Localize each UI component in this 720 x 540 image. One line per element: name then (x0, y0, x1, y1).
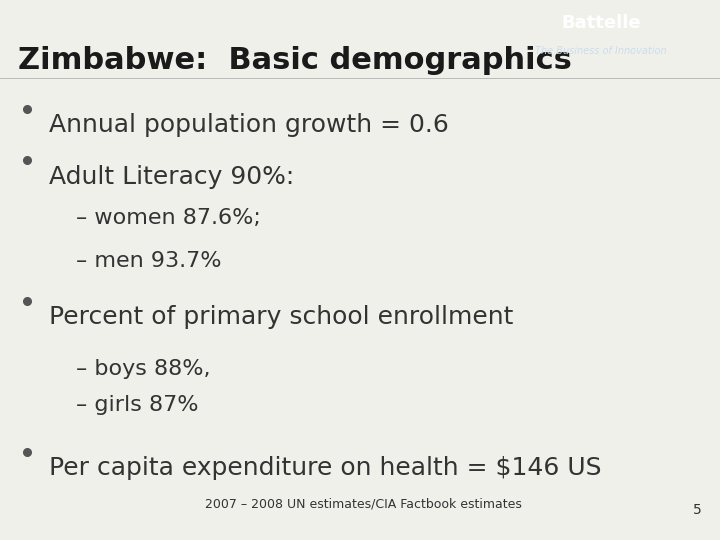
Text: Battelle: Battelle (562, 14, 641, 32)
Text: – women 87.6%;: – women 87.6%; (76, 208, 261, 228)
Text: – men 93.7%: – men 93.7% (76, 251, 221, 271)
Text: Percent of primary school enrollment: Percent of primary school enrollment (49, 305, 513, 329)
Text: The Business of Innovation: The Business of Innovation (536, 45, 667, 56)
Text: – boys 88%,: – boys 88%, (76, 359, 210, 379)
Text: Zimbabwe:  Basic demographics: Zimbabwe: Basic demographics (18, 46, 572, 75)
Text: 2007 – 2008 UN estimates/CIA Factbook estimates: 2007 – 2008 UN estimates/CIA Factbook es… (205, 497, 522, 510)
Text: Per capita expenditure on health = $146 US: Per capita expenditure on health = $146 … (49, 456, 601, 480)
Text: Annual population growth = 0.6: Annual population growth = 0.6 (49, 113, 449, 137)
Text: Adult Literacy 90%:: Adult Literacy 90%: (49, 165, 294, 188)
Text: 5: 5 (693, 503, 702, 517)
Text: – girls 87%: – girls 87% (76, 395, 198, 415)
